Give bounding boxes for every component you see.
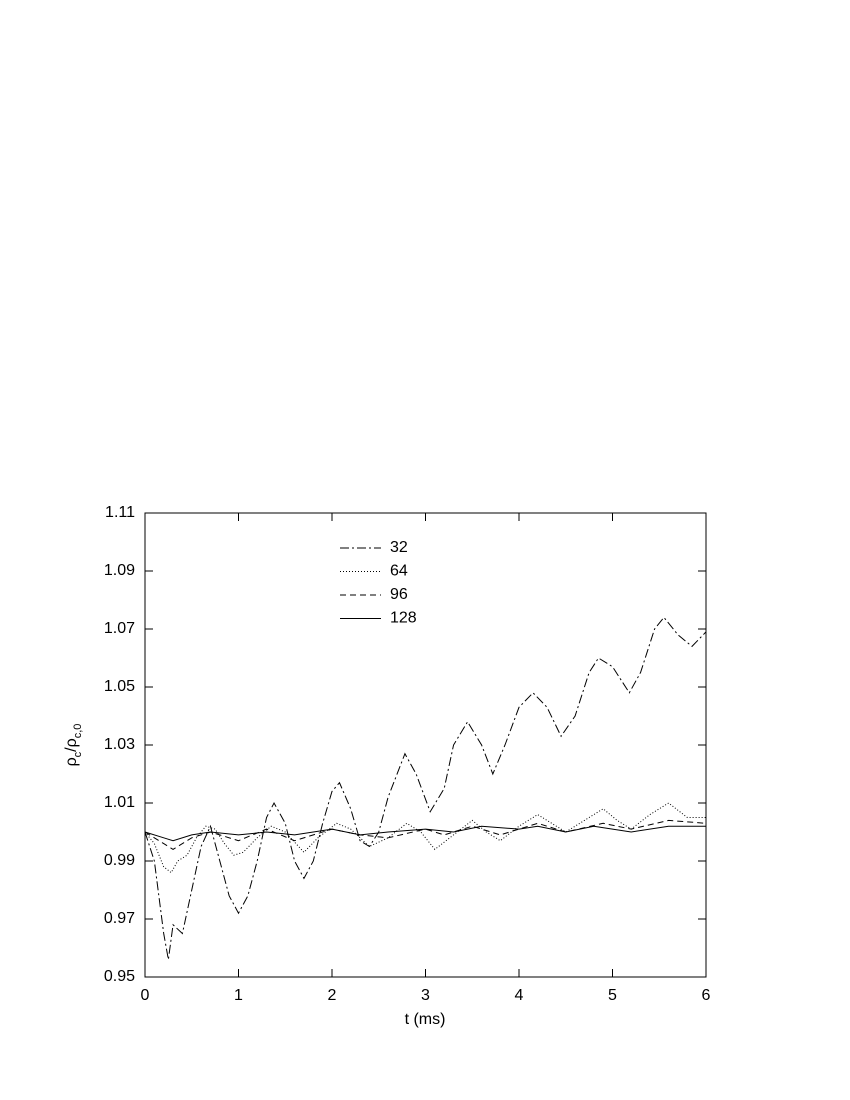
legend-label: 128 (390, 610, 417, 627)
x-tick-label: 6 (702, 987, 711, 1004)
x-tick-label: 3 (421, 987, 430, 1004)
y-label-subscript: c,0 (72, 724, 84, 739)
legend-label: 32 (390, 539, 408, 556)
legend-label: 64 (390, 563, 408, 580)
y-axis-label: ρc/ρc,0 (63, 724, 84, 767)
data-line (144, 616, 707, 960)
data-line (144, 819, 707, 850)
plot-frame (144, 512, 707, 978)
y-tick-label: 1.03 (104, 736, 135, 753)
y-tick-label: 1.05 (104, 678, 135, 695)
y-tick-label: 1.09 (104, 562, 135, 579)
x-tick-label: 0 (141, 987, 150, 1004)
data-line (144, 802, 706, 874)
y-tick-label: 1.01 (104, 794, 135, 811)
y-label-subscript: c (72, 751, 84, 757)
y-label-part: ρ (63, 757, 80, 766)
y-label-part: /ρ (63, 738, 80, 752)
x-tick-label: 2 (328, 987, 337, 1004)
y-tick-label: 0.95 (104, 968, 135, 985)
x-tick-label: 1 (234, 987, 243, 1004)
y-tick-label: 1.11 (105, 504, 135, 521)
y-tick-label: 1.07 (104, 620, 135, 637)
x-axis-label: t (ms) (405, 1011, 446, 1028)
x-tick-label: 4 (515, 987, 524, 1004)
legend-label: 96 (390, 586, 408, 603)
y-tick-label: 0.99 (104, 852, 135, 869)
x-tick-label: 5 (608, 987, 617, 1004)
data-line (144, 825, 706, 842)
y-tick-label: 0.97 (104, 910, 135, 927)
